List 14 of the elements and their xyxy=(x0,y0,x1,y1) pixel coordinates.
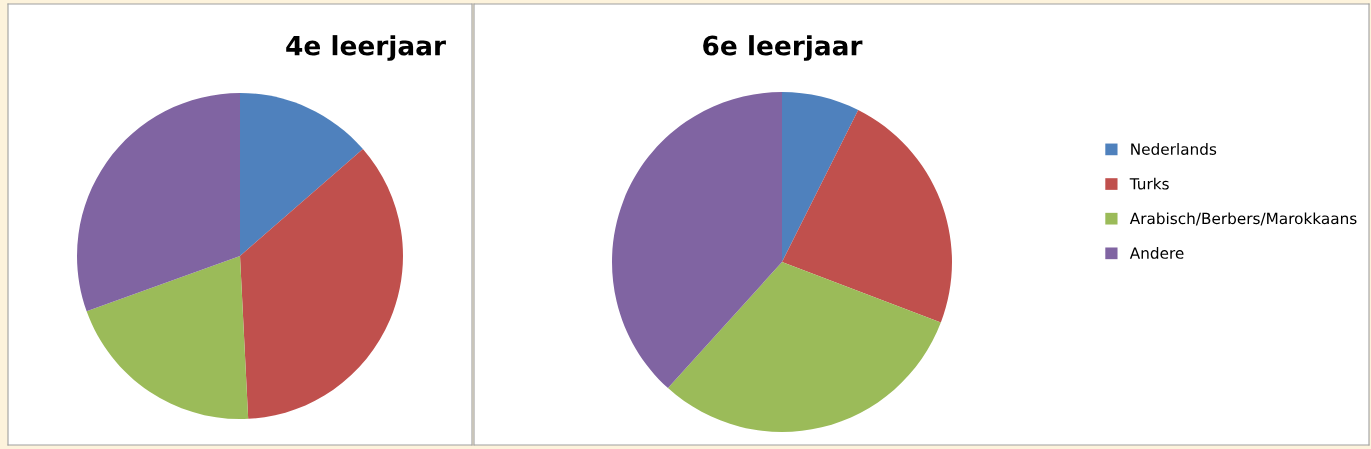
pie-slice xyxy=(782,110,952,323)
pie-slice xyxy=(612,92,782,389)
pie-slice xyxy=(782,92,859,262)
chart-title: 4e leerjaar xyxy=(286,35,446,61)
pie-slice xyxy=(667,262,941,432)
pie-slice xyxy=(240,148,403,419)
chart-title: 6e leerjaar xyxy=(703,35,863,61)
legend-label: Andere xyxy=(1129,247,1184,259)
pie-slice xyxy=(86,256,249,419)
pie-slice xyxy=(240,93,363,256)
pie-slice xyxy=(77,93,240,312)
legend-label: Turks xyxy=(1129,177,1169,190)
legend-label: Nederlands xyxy=(1131,143,1217,155)
legend-label: Arabisch/Berbers/Marokkaans xyxy=(1129,212,1357,226)
